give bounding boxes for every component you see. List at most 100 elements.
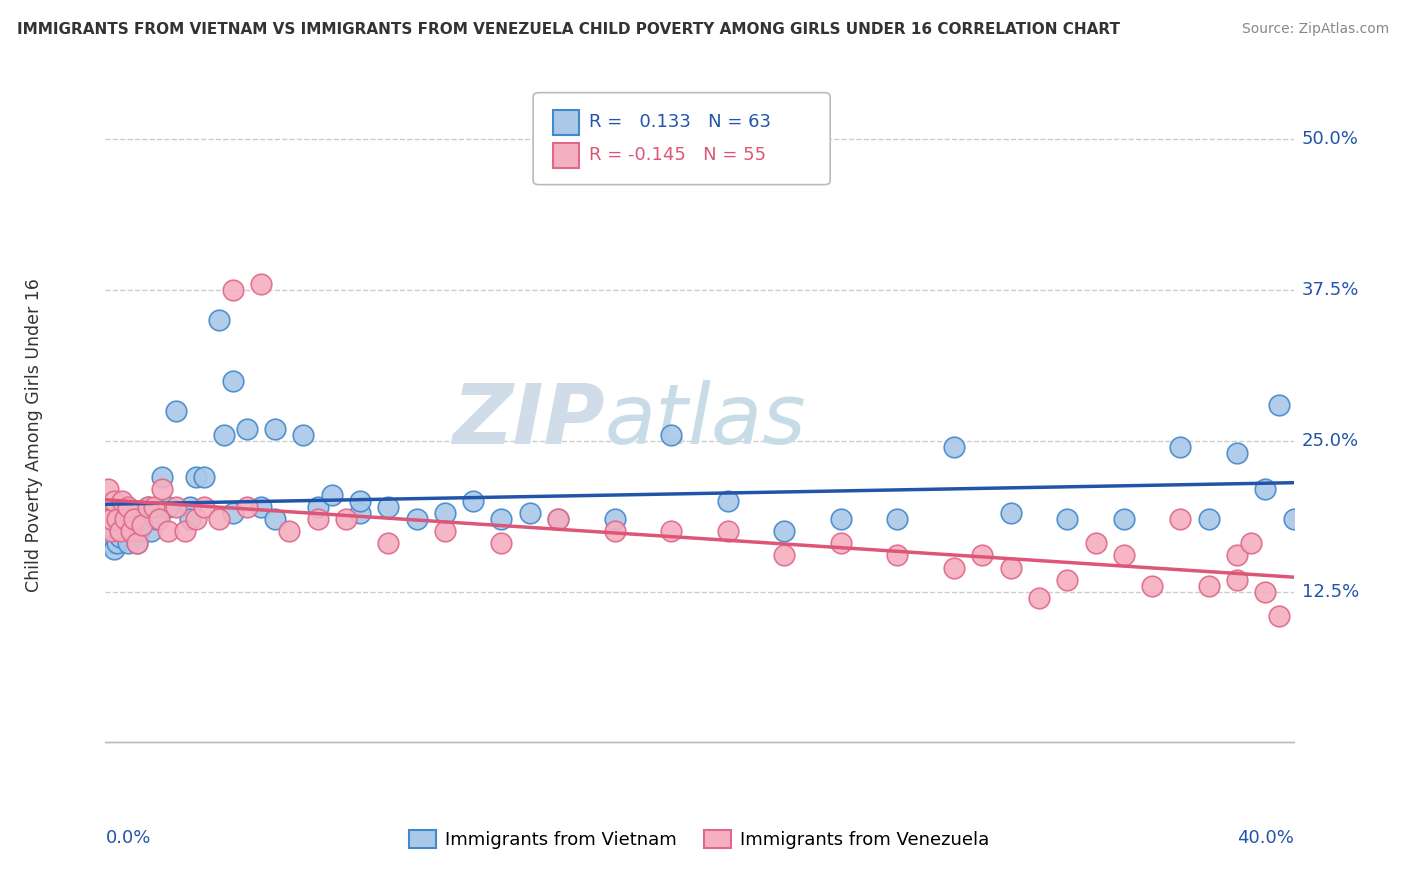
Text: 40.0%: 40.0% <box>1237 830 1294 847</box>
Point <box>97 512 120 526</box>
Point <box>142 500 165 515</box>
Point <box>463 494 485 508</box>
Point <box>1028 591 1050 605</box>
Point <box>1056 573 1078 587</box>
Point <box>136 500 159 515</box>
Point <box>1282 512 1305 526</box>
Point <box>1170 440 1192 454</box>
Text: R =   0.133   N = 63: R = 0.133 N = 63 <box>589 113 770 131</box>
Point <box>1170 512 1192 526</box>
Point <box>1140 579 1163 593</box>
FancyBboxPatch shape <box>554 143 579 168</box>
Point <box>1226 549 1249 563</box>
Point <box>103 542 125 557</box>
Point <box>122 512 145 526</box>
Point <box>1112 512 1135 526</box>
Point <box>335 512 357 526</box>
Point <box>97 524 120 539</box>
Point <box>125 536 148 550</box>
Point <box>108 524 131 539</box>
Point <box>1254 584 1277 599</box>
Point <box>491 536 513 550</box>
Point <box>773 524 796 539</box>
Point <box>108 512 131 526</box>
Point <box>307 500 329 515</box>
Point <box>100 524 122 539</box>
Point <box>433 506 456 520</box>
Point <box>972 549 994 563</box>
Point <box>377 536 399 550</box>
Point <box>105 512 128 526</box>
Point <box>377 500 399 515</box>
Point <box>943 440 966 454</box>
Point <box>943 560 966 574</box>
Point <box>603 512 626 526</box>
Point <box>830 512 852 526</box>
Point <box>120 524 142 539</box>
Point <box>193 500 215 515</box>
Point <box>519 506 541 520</box>
Point <box>405 512 427 526</box>
Text: Child Poverty Among Girls Under 16: Child Poverty Among Girls Under 16 <box>25 278 44 591</box>
Point <box>1000 506 1022 520</box>
Point <box>222 283 245 297</box>
Point <box>264 512 287 526</box>
FancyBboxPatch shape <box>533 93 830 185</box>
Point <box>1268 398 1291 412</box>
Point <box>250 277 273 291</box>
Point <box>128 524 150 539</box>
Point <box>1240 536 1263 550</box>
Point <box>1084 536 1107 550</box>
Point <box>1198 579 1220 593</box>
Point <box>117 536 139 550</box>
Point <box>114 518 136 533</box>
Point <box>139 524 162 539</box>
Point <box>349 506 371 520</box>
Point <box>349 494 371 508</box>
Point <box>193 470 215 484</box>
Point <box>264 422 287 436</box>
Point <box>148 512 170 526</box>
Point <box>165 403 187 417</box>
Point <box>1056 512 1078 526</box>
Point <box>1198 512 1220 526</box>
Point <box>830 536 852 550</box>
Point <box>156 500 179 515</box>
Text: R = -0.145   N = 55: R = -0.145 N = 55 <box>589 146 766 164</box>
Point <box>179 512 201 526</box>
Text: 37.5%: 37.5% <box>1302 281 1360 299</box>
Point <box>207 512 229 526</box>
Point <box>1268 608 1291 623</box>
Point <box>659 428 682 442</box>
Point <box>114 512 136 526</box>
Point <box>1226 446 1249 460</box>
Text: IMMIGRANTS FROM VIETNAM VS IMMIGRANTS FROM VENEZUELA CHILD POVERTY AMONG GIRLS U: IMMIGRANTS FROM VIETNAM VS IMMIGRANTS FR… <box>17 22 1119 37</box>
Point <box>111 494 134 508</box>
Point <box>184 470 207 484</box>
Point <box>145 512 167 526</box>
Point <box>222 374 245 388</box>
Point <box>179 500 201 515</box>
Point <box>886 512 908 526</box>
Point <box>108 530 131 544</box>
Point <box>103 494 125 508</box>
Point <box>717 494 740 508</box>
Point <box>292 428 315 442</box>
Text: ZIP: ZIP <box>451 380 605 460</box>
Point <box>97 482 120 496</box>
Point <box>307 512 329 526</box>
Point <box>100 518 122 533</box>
Point <box>222 506 245 520</box>
Point <box>120 506 142 520</box>
Legend: Immigrants from Vietnam, Immigrants from Venezuela: Immigrants from Vietnam, Immigrants from… <box>402 822 997 856</box>
Point <box>97 506 120 520</box>
Point <box>156 524 179 539</box>
Point <box>547 512 569 526</box>
Point <box>150 482 173 496</box>
Point <box>105 536 128 550</box>
Text: atlas: atlas <box>605 380 806 460</box>
Text: 0.0%: 0.0% <box>105 830 150 847</box>
Point <box>717 524 740 539</box>
Point <box>150 470 173 484</box>
Point <box>659 524 682 539</box>
